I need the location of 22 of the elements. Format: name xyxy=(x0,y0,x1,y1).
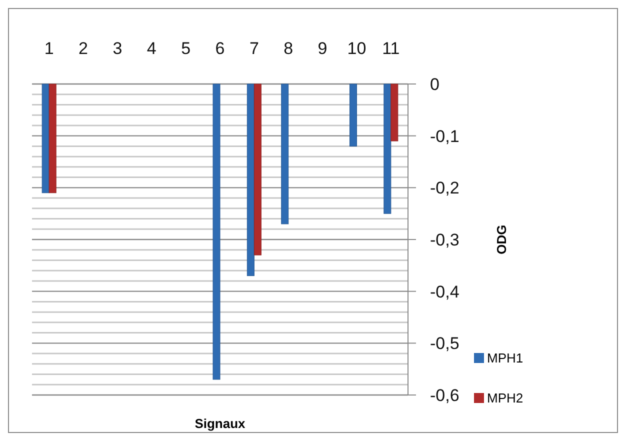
x-axis-title: Signaux xyxy=(194,416,246,431)
x-tick-label: 1 xyxy=(44,39,54,58)
x-tick-label: 11 xyxy=(382,39,400,58)
y-tick-label: -0,1 xyxy=(430,126,460,146)
y-tick-label: 0 xyxy=(430,74,440,94)
y-tick-label: -0,5 xyxy=(430,334,460,354)
x-tick-label: 3 xyxy=(112,39,122,58)
x-tick-label: 9 xyxy=(318,39,328,58)
x-tick-label: 5 xyxy=(181,39,191,58)
x-tick-label: 6 xyxy=(215,39,225,58)
x-tick-label: 4 xyxy=(146,39,156,58)
y-tick-label: -0,2 xyxy=(430,178,460,198)
x-tick-label: 10 xyxy=(347,39,366,58)
legend-label: MPH1 xyxy=(487,350,524,366)
legend-label: MPH2 xyxy=(487,390,524,406)
y-tick-label: -0,6 xyxy=(430,386,460,405)
y-axis-title: ODG xyxy=(494,224,509,254)
y-tick-label: -0,3 xyxy=(430,230,460,250)
x-tick-label: 7 xyxy=(249,39,259,58)
x-tick-label: 2 xyxy=(78,39,88,58)
y-tick-label: -0,4 xyxy=(430,282,460,302)
x-tick-label: 8 xyxy=(284,39,294,58)
